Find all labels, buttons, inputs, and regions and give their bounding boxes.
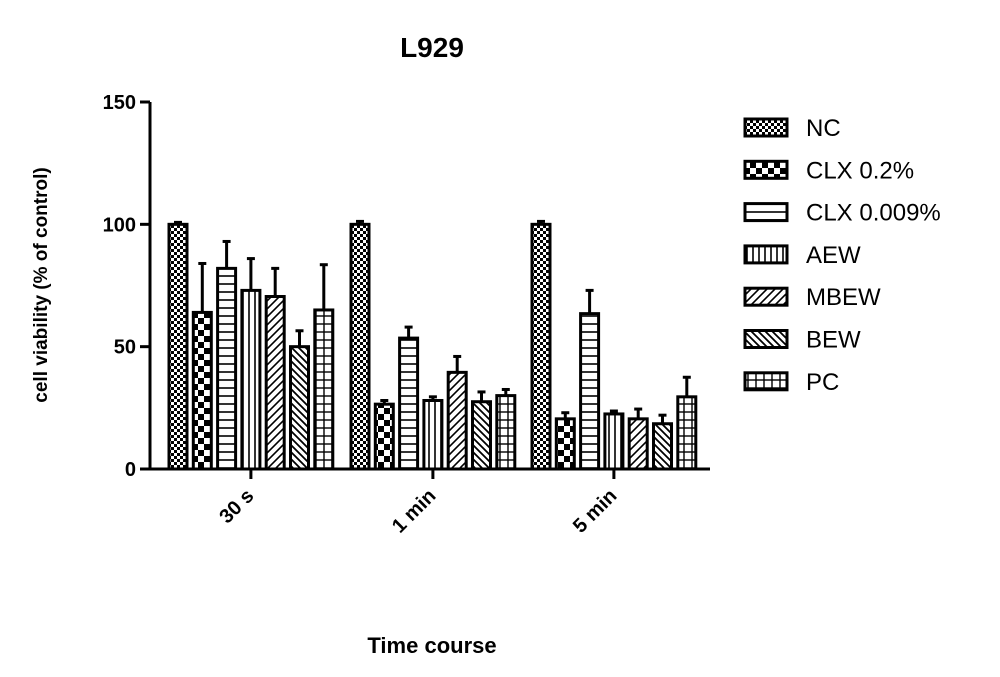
- y-axis-label: cell viability (% of control): [31, 167, 52, 402]
- chart-title: L929: [400, 32, 464, 63]
- legend-swatch: [743, 244, 789, 265]
- bar: [264, 295, 286, 471]
- legend-item: MBEW: [743, 284, 881, 311]
- legend-item: CLX 0.009%: [743, 200, 941, 227]
- bar: [289, 345, 310, 471]
- bars: [167, 219, 698, 471]
- bar: [313, 308, 335, 471]
- legend-label: CLX 0.2%: [806, 157, 914, 184]
- y-tick-label: 0: [125, 459, 136, 481]
- legend-label: MBEW: [806, 284, 881, 311]
- bar: [373, 402, 395, 471]
- category-label: 30 s: [215, 485, 258, 528]
- legend-item: PC: [743, 369, 839, 396]
- bar: [398, 336, 420, 471]
- legend-swatch: [743, 371, 789, 392]
- legend-label: AEW: [806, 242, 861, 269]
- y-tick-label: 100: [103, 214, 136, 236]
- legend-item: NC: [743, 115, 841, 142]
- y-tick-label: 50: [114, 337, 136, 359]
- bar: [216, 266, 238, 471]
- bar: [530, 222, 552, 471]
- bar: [676, 395, 698, 471]
- legend-label: PC: [806, 369, 839, 396]
- bar: [422, 398, 444, 471]
- bar: [603, 412, 625, 471]
- legend-item: BEW: [743, 327, 861, 354]
- bar: [240, 288, 262, 471]
- bar: [627, 417, 649, 471]
- category-label: 5 min: [569, 485, 622, 538]
- x-axis-label: Time course: [367, 633, 496, 658]
- bar: [349, 222, 371, 471]
- legend-swatch: [743, 286, 789, 307]
- bar: [579, 312, 601, 471]
- bar: [471, 400, 492, 471]
- legend-item: AEW: [743, 242, 861, 269]
- legend-swatch: [743, 117, 789, 138]
- bar: [167, 222, 189, 471]
- category-label: 1 min: [388, 485, 441, 538]
- legend-swatch: [743, 159, 789, 180]
- legend-swatch: [743, 329, 789, 349]
- bar: [446, 370, 468, 471]
- bar: [652, 422, 673, 471]
- legend-label: BEW: [806, 327, 861, 354]
- bar: [554, 417, 576, 471]
- legend: NC CLX 0.2% CLX 0.009% AEW MBEW BEW PC: [743, 115, 941, 396]
- legend-swatch: [743, 202, 789, 223]
- legend-label: CLX 0.009%: [806, 200, 941, 227]
- bar: [191, 310, 213, 471]
- y-tick-label: 150: [103, 92, 136, 114]
- legend-item: CLX 0.2%: [743, 157, 914, 184]
- bar: [495, 394, 517, 471]
- legend-label: NC: [806, 115, 841, 142]
